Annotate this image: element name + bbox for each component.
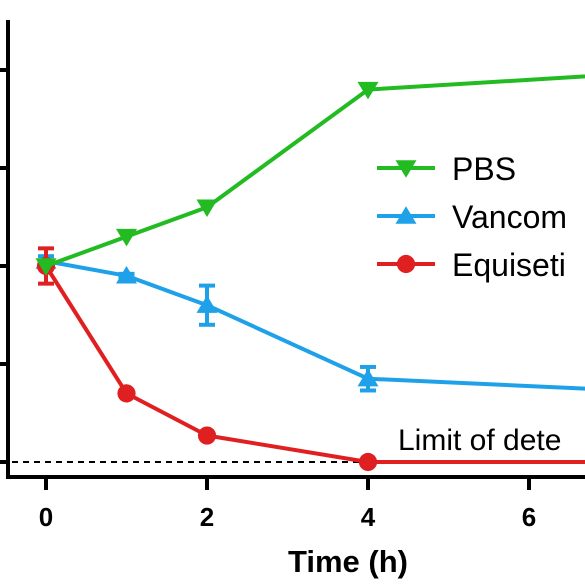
data-point [395,160,417,178]
data-point [196,199,218,217]
y-ticks [0,68,8,464]
legend-label: Equiseti [452,247,566,283]
series-equiseti [36,246,585,472]
limit-of-detection: Limit of dete [12,424,585,463]
legend-item-pbs: PBS [377,151,516,187]
x-tick-label: 2 [200,502,214,532]
data-point [196,295,218,313]
data-point [395,206,417,224]
data-point [117,384,136,403]
data-point [396,254,416,274]
series-group [35,74,585,472]
data-point [116,228,137,247]
legend-label: Vancom [452,199,567,235]
legend-item-equiseti: Equiseti [377,247,566,283]
x-axis-title: Time (h) [288,544,408,579]
series-pbs [35,74,585,276]
data-point [116,266,137,284]
data-point [358,452,378,472]
limit-of-detection-label: Limit of dete [398,424,561,457]
x-tick-label: 4 [361,502,376,532]
x-tick-label: 6 [522,502,536,532]
data-point [197,426,217,445]
legend-item-vancom: Vancom [377,199,567,235]
legend-label: PBS [452,151,516,187]
data-point [35,258,57,276]
data-point [357,81,379,100]
x-tick-label: 0 [39,502,53,532]
data-point [357,368,379,387]
x-ticks: 0 2 4 6 [39,477,536,532]
legend: PBS Vancom Equiseti [377,151,567,283]
axes: 0 2 4 6 [0,20,585,532]
